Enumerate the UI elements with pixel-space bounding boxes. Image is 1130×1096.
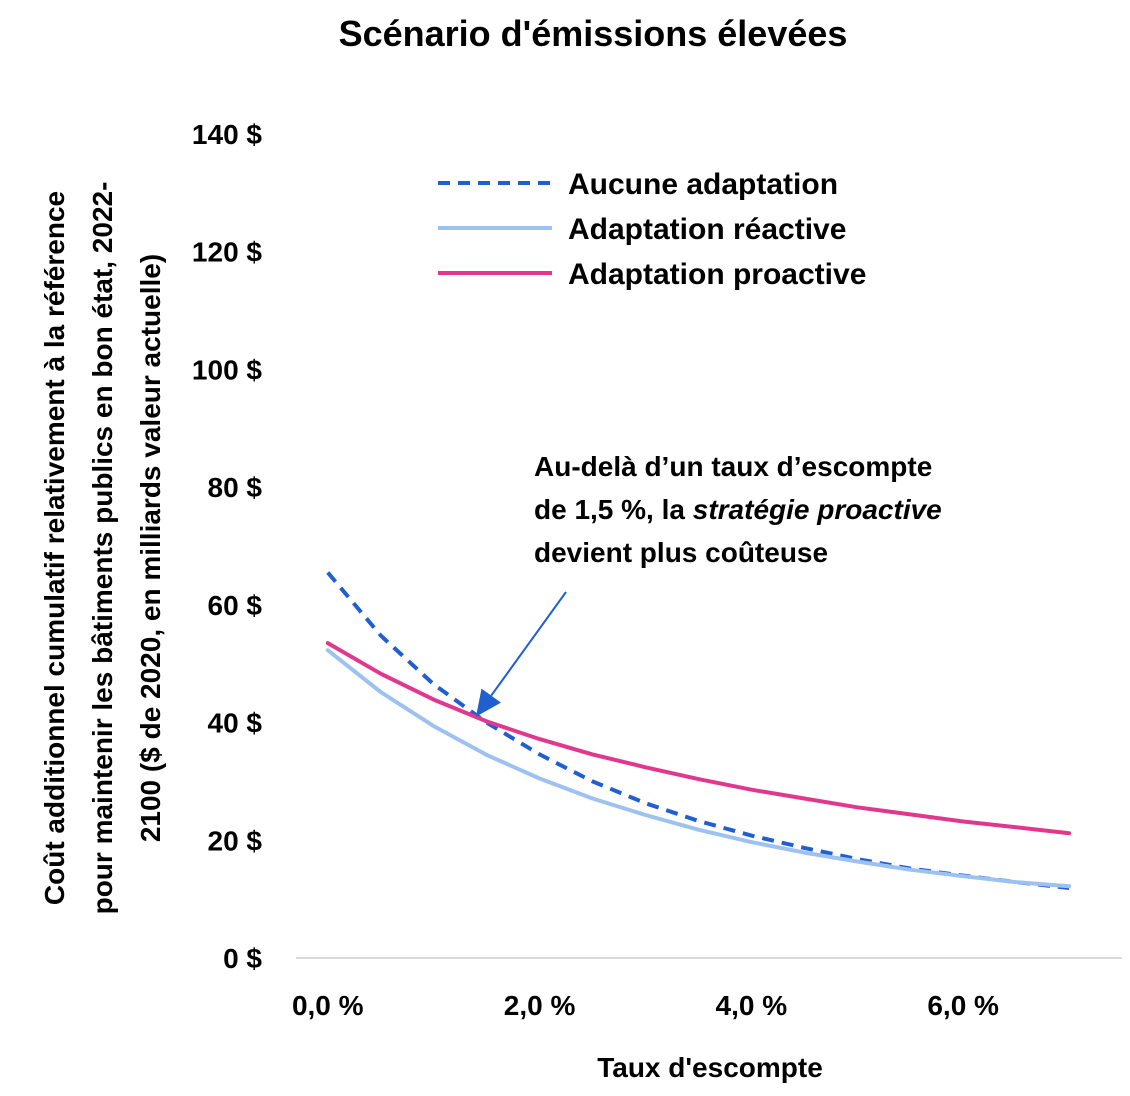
annotation-segment: Au-delà d’un taux d’escompte	[534, 451, 932, 482]
x-tick-label: 6,0 %	[927, 990, 999, 1021]
y-tick-label: 100 $	[192, 354, 262, 385]
y-axis-label-line-3: 2100 ($ de 2020, en milliards valeur act…	[135, 254, 166, 842]
legend-label-2: Adaptation réactive	[568, 213, 846, 246]
annotation-segment: devient plus coûteuse	[534, 537, 828, 568]
legend-label-3: Adaptation proactive	[568, 258, 866, 291]
x-ticks: 0,0 % 2,0 % 4,0 % 6,0 %	[292, 990, 999, 1021]
series-line-3	[325, 641, 1072, 836]
annotation-line-1: Au-delà d’un taux d’escompte	[534, 451, 932, 482]
annotation-arrow-shaft	[490, 591, 567, 697]
y-tick-label: 0 $	[223, 943, 262, 974]
annotation-line-3: devient plus coûteuse	[534, 537, 828, 568]
legend-label-1: Aucune adaptation	[568, 168, 838, 201]
x-tick-label: 2,0 %	[504, 990, 576, 1021]
annotation-segment: de 1,5 %, la	[534, 494, 693, 525]
x-axis-label: Taux d'escompte	[597, 1052, 823, 1083]
y-tick-label: 80 $	[208, 472, 263, 503]
annotation-arrow-head	[476, 688, 501, 717]
y-tick-label: 120 $	[192, 237, 262, 268]
series-line-2	[325, 648, 1072, 889]
series-layer	[325, 571, 1072, 890]
x-tick-label: 0,0 %	[292, 990, 364, 1021]
y-axis-label: Coût additionnel cumulatif relativement …	[39, 182, 166, 915]
y-tick-label: 60 $	[208, 590, 263, 621]
y-ticks: 0 $ 20 $ 40 $ 60 $ 80 $ 100 $ 120 $ 140 $	[192, 119, 263, 974]
y-tick-label: 140 $	[192, 119, 262, 150]
annotation: Au-delà d’un taux d’escompte de 1,5 %, la…	[476, 451, 942, 717]
legend: Aucune adaptation Adaptation réactive Adap…	[438, 168, 866, 291]
y-tick-label: 40 $	[208, 708, 263, 739]
y-axis-label-line-1: Coût additionnel cumulatif relativement …	[39, 191, 70, 905]
y-tick-label: 20 $	[208, 825, 263, 856]
x-tick-label: 4,0 %	[716, 990, 788, 1021]
chart-title: Scénario d'émissions élevées	[339, 13, 848, 54]
y-axis-label-line-2: pour maintenir les bâtiments publics en …	[87, 182, 118, 915]
annotation-line-2: de 1,5 %, la stratégie proactive	[534, 494, 942, 525]
annotation-segment: stratégie proactive	[693, 494, 942, 525]
